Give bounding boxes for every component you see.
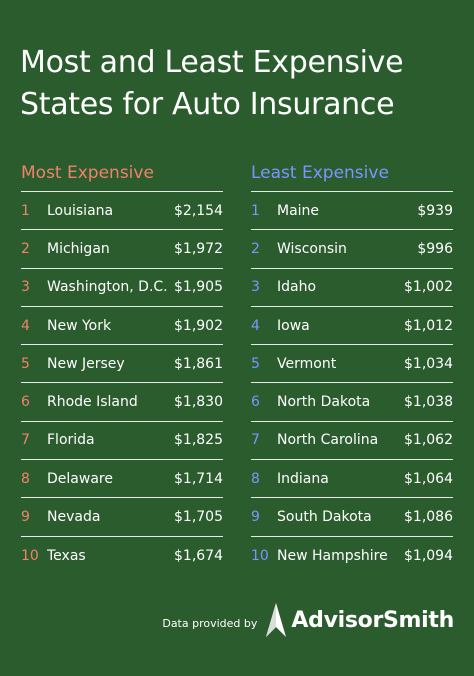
rank-number: 7	[21, 432, 30, 449]
advisorsmith-brand: AdvisorSmith	[291, 607, 454, 633]
insurance-cost: $1,705	[174, 509, 223, 526]
rank-number: 10	[251, 547, 269, 564]
state-name: New York	[47, 317, 112, 334]
table-row: 10 Texas $1,674	[21, 537, 223, 575]
state-name: North Dakota	[277, 394, 371, 411]
state-name: Texas	[47, 547, 86, 564]
rank-number: 1	[251, 202, 260, 219]
table-row: 4 Iowa $1,012	[251, 307, 453, 346]
state-name: New Hampshire	[277, 547, 388, 564]
rank-number: 6	[251, 394, 260, 411]
insurance-cost: $1,038	[404, 394, 453, 411]
insurance-cost: $1,825	[174, 432, 223, 449]
state-name: Wisconsin	[277, 240, 347, 257]
advisorsmith-logo-icon	[266, 603, 287, 637]
most-expensive-rows: 1 Louisiana $2,154 2 Michigan $1,972 3 Washingt…	[21, 192, 223, 575]
table-row: 7 North Carolina $1,062	[251, 422, 453, 461]
state-name: Florida	[47, 432, 95, 449]
footer: Data provided by AdvisorSmith	[162, 598, 454, 642]
insurance-cost: $996	[417, 240, 453, 257]
state-name: Rhode Island	[47, 394, 138, 411]
title-line-2: States for Auto Insurance	[20, 87, 395, 122]
insurance-cost: $1,861	[174, 355, 223, 372]
rank-number: 1	[21, 202, 30, 219]
insurance-cost: $1,094	[404, 547, 453, 564]
table-row: 2 Wisconsin $996	[251, 230, 453, 269]
table-row: 10 New Hampshire $1,094	[251, 537, 453, 575]
insurance-cost: $1,902	[174, 317, 223, 334]
table-row: 3 Idaho $1,002	[251, 269, 453, 307]
rank-number: 8	[21, 470, 30, 487]
state-name: Michigan	[47, 240, 110, 257]
page-title: Most and Least Expensive States for Auto…	[20, 42, 460, 126]
state-name: Iowa	[277, 317, 310, 334]
rank-number: 9	[21, 509, 30, 526]
state-name: North Carolina	[277, 432, 379, 449]
table-row: 6 North Dakota $1,038	[251, 383, 453, 422]
rank-number: 5	[251, 355, 260, 372]
table-row: 6 Rhode Island $1,830	[21, 383, 223, 422]
insurance-cost: $1,972	[174, 240, 223, 257]
table-row: 8 Delaware $1,714	[21, 460, 223, 499]
table-row: 3 Washington, D.C. $1,905	[21, 269, 223, 307]
most-expensive-heading: Most Expensive	[21, 160, 223, 192]
table-row: 9 South Dakota $1,086	[251, 498, 453, 537]
table-row: 9 Nevada $1,705	[21, 498, 223, 537]
state-name: Delaware	[47, 470, 113, 487]
most-expensive-table: Most Expensive 1 Louisiana $2,154 2 Michigan…	[21, 160, 223, 575]
least-expensive-heading: Least Expensive	[251, 160, 453, 192]
rank-number: 4	[21, 317, 30, 334]
table-row: 2 Michigan $1,972	[21, 230, 223, 269]
insurance-cost: $1,714	[174, 470, 223, 487]
insurance-cost: $1,012	[404, 317, 453, 334]
rank-number: 2	[21, 240, 30, 257]
insurance-cost: $1,034	[404, 355, 453, 372]
least-expensive-rows: 1 Maine $939 2 Wisconsin $996 3 Idaho $1,002 4 Iow…	[251, 192, 453, 575]
least-expensive-table: Least Expensive 1 Maine $939 2 Wisconsin $996…	[251, 160, 453, 575]
rank-number: 4	[251, 317, 260, 334]
rank-number: 3	[21, 279, 30, 296]
rank-number: 8	[251, 470, 260, 487]
table-row: 7 Florida $1,825	[21, 422, 223, 461]
rank-number: 3	[251, 279, 260, 296]
insurance-cost: $1,674	[174, 547, 223, 564]
insurance-cost: $1,062	[404, 432, 453, 449]
table-row: 8 Indiana $1,064	[251, 460, 453, 499]
table-row: 4 New York $1,902	[21, 307, 223, 346]
table-row: 5 New Jersey $1,861	[21, 345, 223, 384]
state-name: Louisiana	[47, 202, 114, 219]
rank-number: 6	[21, 394, 30, 411]
state-name: Vermont	[277, 355, 337, 372]
title-line-1: Most and Least Expensive	[20, 45, 404, 80]
state-name: Maine	[277, 202, 320, 219]
state-name: Idaho	[277, 279, 317, 296]
insurance-cost: $1,086	[404, 509, 453, 526]
state-name: Indiana	[277, 470, 329, 487]
state-name: South Dakota	[277, 509, 372, 526]
rank-number: 5	[21, 355, 30, 372]
rank-number: 10	[21, 547, 39, 564]
insurance-cost: $1,905	[174, 279, 223, 296]
state-name: Washington, D.C.	[47, 279, 168, 296]
table-row: 1 Louisiana $2,154	[21, 192, 223, 231]
rank-number: 9	[251, 509, 260, 526]
insurance-cost: $1,830	[174, 394, 223, 411]
insurance-cost: $1,064	[404, 470, 453, 487]
insurance-cost: $1,002	[404, 279, 453, 296]
state-name: New Jersey	[47, 355, 125, 372]
insurance-cost: $2,154	[174, 202, 223, 219]
table-row: 1 Maine $939	[251, 192, 453, 231]
table-row: 5 Vermont $1,034	[251, 345, 453, 384]
rank-number: 7	[251, 432, 260, 449]
data-provided-by-label: Data provided by	[162, 616, 258, 630]
rank-number: 2	[251, 240, 260, 257]
insurance-cost: $939	[417, 202, 453, 219]
state-name: Nevada	[47, 509, 101, 526]
